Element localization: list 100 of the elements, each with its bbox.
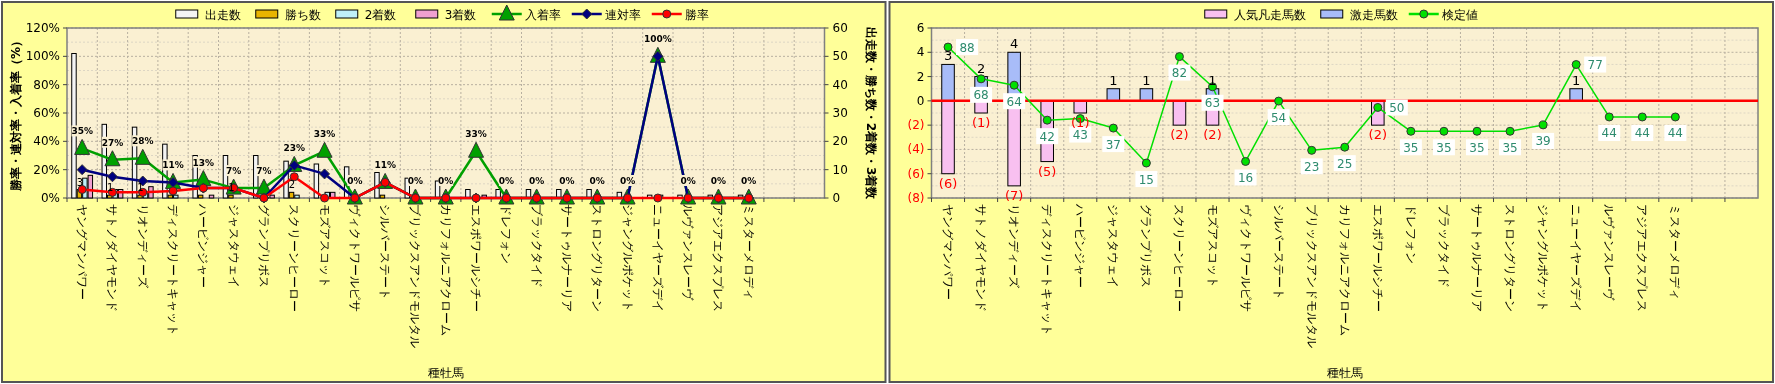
data-label: 11% xyxy=(374,160,396,171)
x-tick-label: ヴィクトワールピサ xyxy=(347,204,362,312)
x-axis-title: 種牡馬 xyxy=(427,366,464,380)
data-label: 2 xyxy=(976,60,986,76)
x-tick-label: ドレフォン xyxy=(1403,204,1418,264)
data-label: 0% xyxy=(407,176,424,186)
y-tick-label: 0% xyxy=(40,191,60,205)
x-tick-label: グランプリボス xyxy=(1139,204,1154,288)
data-label: 1 xyxy=(1142,72,1151,88)
data-label: 23% xyxy=(283,143,306,154)
data-label: 88 xyxy=(959,40,975,55)
y-tick-label: 100% xyxy=(25,49,60,64)
y-tick-label: 80% xyxy=(33,77,60,92)
data-label: (7) xyxy=(1004,187,1024,203)
x-tick-label: ブリックスアンドモルタル xyxy=(1304,204,1319,348)
legend-label: 勝ち数 xyxy=(284,8,321,22)
legend-label: 連対率 xyxy=(604,8,641,22)
x-tick-label: ストロングリターン xyxy=(590,204,605,312)
y2-tick-label: 30 xyxy=(832,106,848,120)
x-tick-label: ディスクリートキャット xyxy=(1040,204,1055,336)
data-label: 1 xyxy=(137,182,144,194)
y-tick-label: 120% xyxy=(25,21,60,35)
data-label: 25 xyxy=(1337,156,1353,171)
data-label: 0% xyxy=(619,176,636,186)
data-label: 44 xyxy=(1601,126,1617,141)
data-label: 35 xyxy=(1436,140,1452,155)
x-tick-label: シルバーステート xyxy=(378,204,393,300)
data-label: 3 xyxy=(943,48,953,64)
x-tick-label: ドレフォン xyxy=(499,204,514,264)
y-tick-label: (6) xyxy=(907,166,925,181)
y-tick-label: (4) xyxy=(907,142,925,157)
x-tick-label: リオンディーズ xyxy=(135,204,150,289)
legend-label: 3着数 xyxy=(444,8,477,22)
x-tick-label: エスポワールシチー xyxy=(1370,204,1385,312)
data-label: (2) xyxy=(1368,127,1388,143)
legend-label: 2着数 xyxy=(364,8,397,22)
x-tick-label: リオンディーズ xyxy=(1007,204,1022,289)
data-label: 77 xyxy=(1587,58,1603,73)
legend-label: 人気凡走馬数 xyxy=(1233,8,1306,22)
y-tick-label: 6 xyxy=(916,21,925,35)
data-label: 0% xyxy=(680,176,696,186)
x-tick-label: ルヴァンスレーヴ xyxy=(681,204,696,301)
legend-label: 勝率 xyxy=(684,8,709,22)
data-label: 0% xyxy=(559,176,575,186)
y-tick-label: 2 xyxy=(916,69,925,84)
x-tick-label: ハービンジャー xyxy=(1073,203,1088,288)
x-tick-label: ブリックスアンドモルタル xyxy=(408,204,423,348)
data-label: 1 xyxy=(1572,72,1581,88)
legend-label: 激走馬数 xyxy=(1349,8,1398,22)
x-tick-label: アジアエクスプレス xyxy=(1635,204,1650,312)
data-label: 44 xyxy=(1667,126,1683,141)
data-label: (2) xyxy=(1203,127,1222,143)
x-tick-label: スクリーンヒーロー xyxy=(1172,204,1187,312)
data-label: 1 xyxy=(228,182,235,194)
x-tick-label: ハービンジャー xyxy=(196,203,211,288)
data-label: 28% xyxy=(131,136,154,147)
x-tick-label: スクリーンヒーロー xyxy=(287,204,302,312)
x-tick-label: ジャスタウェイ xyxy=(1106,204,1121,288)
data-label: 11% xyxy=(162,160,184,171)
x-tick-label: モズアスコット xyxy=(317,204,332,288)
x-tick-label: モズアスコット xyxy=(1205,204,1220,288)
data-label: 0% xyxy=(710,176,727,186)
x-tick-label: ジャングルポケット xyxy=(620,204,635,312)
y-tick-label: 0 xyxy=(916,93,925,108)
x-tick-label: ミスターメロディ xyxy=(741,204,756,300)
data-label: 7% xyxy=(226,166,242,177)
data-label: 43 xyxy=(1072,128,1088,143)
x-tick-label: サトノダイヤモンド xyxy=(105,204,120,312)
y2-axis-title: 出走数・勝ち数・2着数・3着数 xyxy=(863,26,878,201)
y2-tick-label: 60 xyxy=(832,21,848,35)
y-tick-label: (2) xyxy=(907,118,925,133)
data-label: 42 xyxy=(1039,129,1055,144)
data-label: 23 xyxy=(1304,159,1320,174)
data-label: 0% xyxy=(347,176,363,186)
x-tick-label: ニューイヤーズデイ xyxy=(1569,204,1584,312)
legend-label: 検定値 xyxy=(1441,8,1478,22)
data-label: 15 xyxy=(1138,172,1155,187)
data-label: 0% xyxy=(438,176,454,186)
x-tick-label: アジアエクスプレス xyxy=(711,204,726,312)
data-label: 39 xyxy=(1535,134,1551,149)
data-label: 35 xyxy=(1502,140,1518,155)
data-label: (6) xyxy=(938,175,958,191)
x-tick-label: ヤングマンパワー xyxy=(75,204,90,300)
legend-label: 出走数 xyxy=(204,8,241,22)
x-tick-label: ディスクリートキャット xyxy=(166,204,181,336)
x-tick-label: ブラックタイド xyxy=(1436,204,1451,288)
y-axis-title: 勝率・連対率・入着率（%） xyxy=(9,34,23,193)
x-tick-label: ジャスタウェイ xyxy=(226,204,241,288)
y-tick-label: 60% xyxy=(33,106,60,120)
data-label: 0% xyxy=(741,176,757,186)
data-label: 27% xyxy=(101,137,124,148)
data-label: 50 xyxy=(1389,100,1405,115)
y2-tick-label: 20 xyxy=(832,134,848,149)
y-tick-label: 4 xyxy=(916,45,925,60)
x-tick-label: サートゥルナーリア xyxy=(559,204,574,312)
x-tick-label: サートゥルナーリア xyxy=(1469,204,1484,312)
x-tick-label: グランプリボス xyxy=(256,204,271,288)
data-label: 33% xyxy=(465,129,487,140)
legend-label: 入着率 xyxy=(524,8,561,22)
data-label: 64 xyxy=(1006,94,1022,109)
